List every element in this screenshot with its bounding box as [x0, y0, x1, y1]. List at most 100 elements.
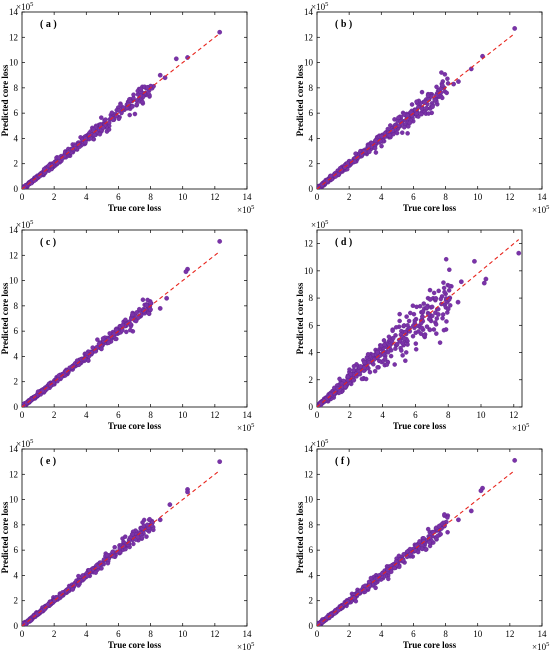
data-point — [434, 316, 440, 321]
data-point — [413, 341, 419, 346]
x-tick-label: 4 — [84, 629, 89, 639]
data-point — [74, 358, 80, 363]
x-tick-label: 10 — [178, 192, 188, 202]
data-point — [130, 532, 135, 537]
data-point — [435, 306, 441, 312]
y-tick-label: 4 — [309, 348, 314, 358]
data-point — [362, 360, 367, 365]
data-point — [130, 104, 135, 109]
y-tick-label: 12 — [304, 469, 313, 479]
data-point — [140, 99, 145, 105]
data-point — [397, 311, 402, 317]
data-point — [375, 365, 380, 370]
x-exponent: ×105 — [532, 641, 549, 652]
x-tick-label: 4 — [379, 192, 384, 202]
y-axis-label: Predicted core loss — [0, 501, 10, 573]
x-exponent-power: 5 — [526, 422, 529, 429]
data-point — [406, 318, 412, 324]
y-tick-label: 14 — [9, 225, 19, 235]
x-exponent-base: ×10 — [237, 642, 252, 652]
x-axis-label: True core loss — [108, 640, 162, 650]
data-point — [455, 299, 461, 305]
x-tick-label: 8 — [446, 410, 451, 420]
data-point — [105, 560, 111, 566]
x-tick-label: 6 — [413, 410, 418, 420]
data-point — [367, 149, 372, 154]
data-point — [379, 143, 384, 149]
data-point — [444, 90, 449, 96]
y-tick-label: 10 — [304, 58, 314, 68]
x-tick-label: 0 — [315, 629, 320, 639]
data-point — [436, 523, 442, 529]
y-tick-label: 8 — [14, 301, 19, 311]
x-tick-label: 14 — [243, 192, 253, 202]
data-point — [162, 75, 168, 81]
x-axis-label: True core loss — [393, 421, 447, 431]
data-point — [109, 110, 115, 115]
x-exponent: ×105 — [512, 422, 529, 433]
data-point — [436, 312, 441, 317]
y-tick-label: 8 — [309, 83, 314, 93]
data-point — [382, 356, 388, 361]
data-point — [478, 488, 484, 494]
data-point — [446, 288, 452, 293]
data-point — [157, 517, 163, 523]
x-exponent-power: 5 — [251, 422, 254, 429]
data-point — [103, 117, 108, 122]
panel-label: ( c ) — [40, 237, 56, 248]
axes-frame — [21, 229, 248, 408]
data-point — [425, 93, 431, 99]
y-tick-label: 10 — [304, 266, 314, 276]
x-tick-label: 2 — [52, 192, 57, 202]
y-axis-label: Predicted core loss — [295, 501, 305, 573]
data-point — [440, 312, 446, 317]
x-tick-label: 4 — [84, 410, 89, 420]
data-point — [445, 306, 451, 312]
y-tick-label: 10 — [9, 276, 19, 286]
data-point — [512, 26, 518, 31]
data-point — [183, 269, 189, 275]
data-point — [390, 335, 396, 341]
data-point — [403, 358, 408, 363]
data-point — [390, 328, 395, 334]
data-point — [400, 353, 405, 358]
data-point — [100, 336, 106, 341]
data-point — [347, 367, 352, 372]
data-point — [358, 364, 363, 369]
data-point — [447, 267, 452, 272]
data-point — [413, 347, 419, 352]
data-point — [363, 376, 369, 382]
y-tick-label: 8 — [14, 520, 19, 530]
data-points — [317, 458, 518, 626]
data-point — [393, 559, 399, 564]
x-axis-label: True core loss — [108, 203, 162, 213]
y-tick-label: 2 — [14, 159, 19, 169]
data-point — [372, 368, 378, 374]
data-point — [387, 133, 393, 138]
x-tick-label: 8 — [443, 192, 448, 202]
data-point — [388, 353, 394, 359]
data-point — [130, 312, 135, 317]
data-point — [135, 534, 141, 540]
panel-label: ( f ) — [335, 456, 350, 467]
data-point — [516, 250, 522, 256]
data-point — [409, 102, 415, 107]
data-point — [440, 316, 445, 321]
data-point — [62, 153, 67, 159]
data-point — [144, 534, 149, 539]
y-tick-label: 12 — [9, 469, 18, 479]
data-point — [441, 280, 446, 285]
x-tick-label: 2 — [348, 410, 353, 420]
data-point — [42, 606, 48, 612]
data-point — [442, 289, 447, 295]
data-point — [431, 327, 437, 332]
data-point — [447, 303, 453, 308]
x-tick-label: 12 — [509, 410, 518, 420]
data-point — [472, 258, 477, 264]
data-point — [45, 602, 51, 607]
y-exponent: ×105 — [16, 438, 33, 449]
data-point — [352, 159, 358, 164]
data-point — [118, 102, 123, 108]
y-axis-label: Predicted core loss — [0, 64, 10, 136]
